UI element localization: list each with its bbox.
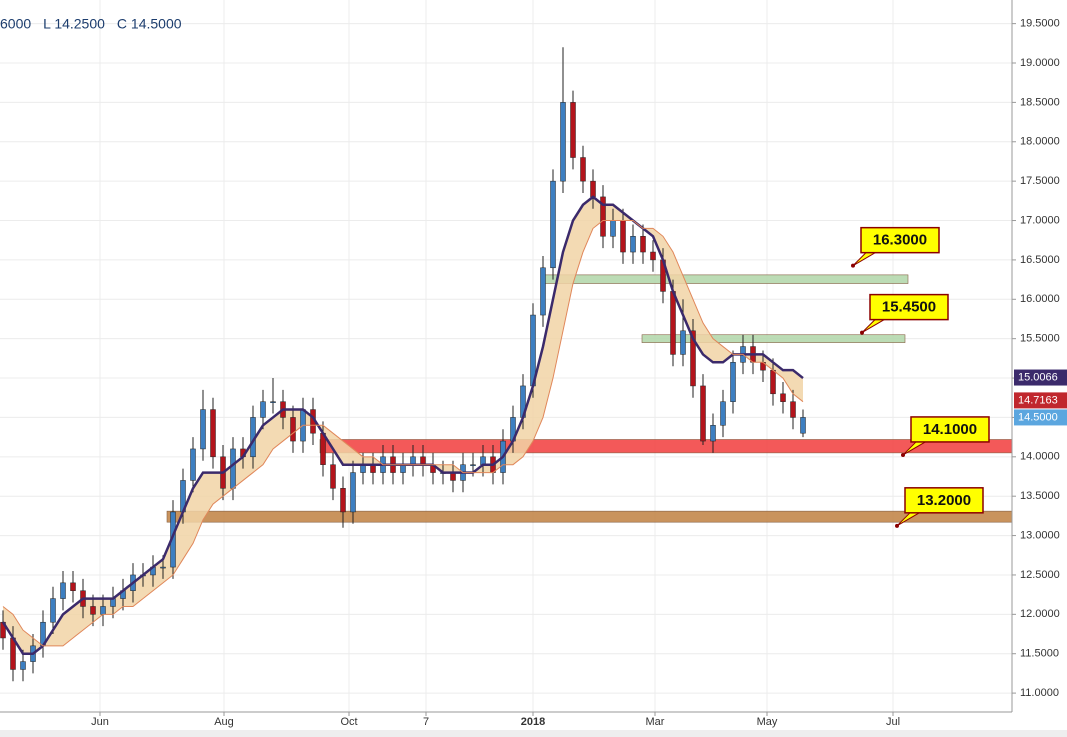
candle-body <box>210 409 216 458</box>
ma-line <box>2 220 804 647</box>
plot-area <box>0 47 1013 682</box>
y-tick-label: 11.0000 <box>1020 687 1059 699</box>
candle-body <box>640 236 646 253</box>
candle-body <box>70 582 76 591</box>
candle-body <box>790 401 796 418</box>
candle-body <box>100 606 106 615</box>
header-item: L 14.2500 <box>43 16 105 32</box>
x-tick-label: Mar <box>646 716 665 728</box>
price-tag <box>1014 409 1067 426</box>
y-tick-label: 19.5000 <box>1020 18 1060 30</box>
candle-body <box>730 362 736 402</box>
candle-body <box>470 464 476 466</box>
candle-body <box>670 291 676 355</box>
candle-body <box>90 606 96 615</box>
candle-body <box>610 220 616 237</box>
candle-body <box>50 598 56 623</box>
y-tick-label: 14.0000 <box>1020 451 1060 463</box>
grid <box>0 0 1012 712</box>
candle-body <box>200 409 206 450</box>
y-tick-label: 13.0000 <box>1020 529 1060 541</box>
candle-body <box>60 582 66 599</box>
candle-body <box>630 236 636 253</box>
level-zone <box>544 274 909 284</box>
callout-label: 15.4500 <box>882 299 936 316</box>
candle-body <box>680 330 686 355</box>
callout-anchor <box>851 263 855 268</box>
level-zone <box>641 334 906 343</box>
candle-body <box>330 464 336 489</box>
callout-label: 14.1000 <box>923 421 977 438</box>
candle-body <box>20 661 26 670</box>
candle-body <box>780 393 786 402</box>
candle-body <box>350 472 356 513</box>
candle-body <box>270 401 276 403</box>
y-tick-label: 17.5000 <box>1020 175 1060 187</box>
x-tick-label: May <box>757 716 778 728</box>
callout-box <box>869 293 949 321</box>
candle-body <box>540 267 546 316</box>
price-tag <box>1014 392 1067 409</box>
callout-box <box>904 487 984 514</box>
candle-body <box>650 251 656 261</box>
price-tag-label: 15.0066 <box>1018 371 1058 383</box>
x-tick-label: Jul <box>886 716 900 728</box>
candle-body <box>570 102 576 158</box>
y-tick-label: 18.5000 <box>1020 96 1060 108</box>
candle-body <box>690 330 696 387</box>
candle-body <box>600 196 606 237</box>
y-tick-label: 13.5000 <box>1020 490 1060 502</box>
candle-body <box>800 417 806 434</box>
price-tag-label: 14.5000 <box>1018 411 1058 423</box>
candle-body <box>620 220 626 253</box>
candle-body <box>230 448 236 489</box>
callout-anchor <box>860 330 864 335</box>
y-tick-label: 16.5000 <box>1020 254 1060 266</box>
y-tick-label: 17.0000 <box>1020 214 1060 226</box>
y-tick-label: 11.5000 <box>1020 648 1059 660</box>
candle-body <box>720 401 726 426</box>
level-zone <box>166 510 1013 523</box>
candle-body <box>160 566 166 569</box>
candle-body <box>550 180 556 269</box>
callout-label: 16.3000 <box>873 232 927 249</box>
y-tick-label: 12.5000 <box>1020 569 1060 581</box>
callout-anchor <box>901 452 905 457</box>
candle-body <box>290 417 296 442</box>
overlays: 16.3000 15.4500 14.1000 13.2000 6000 L 14.250… <box>0 16 990 528</box>
candle-body <box>710 425 716 442</box>
y-tick-label: 18.0000 <box>1020 136 1060 148</box>
x-tick-label: Jun <box>91 716 109 728</box>
candle-body <box>590 180 596 198</box>
candle-body <box>770 369 776 395</box>
scroll-strip <box>0 730 1067 737</box>
candle-body <box>190 448 196 481</box>
candle-body <box>700 385 706 442</box>
candle-body <box>260 401 266 418</box>
callout-box <box>910 416 990 443</box>
x-tick-label: 7 <box>423 716 429 728</box>
candle-body <box>580 157 586 182</box>
x-tick-label: 2018 <box>521 716 545 728</box>
y-tick-label: 15.5000 <box>1020 333 1060 345</box>
callout-box <box>860 226 940 254</box>
candle-body <box>560 102 566 182</box>
price-tag <box>1014 369 1067 386</box>
y-tick-label: 19.0000 <box>1020 57 1060 69</box>
header-item: C 14.5000 <box>117 16 182 32</box>
y-tick-label: 12.0000 <box>1020 608 1060 620</box>
x-tick-label: Aug <box>214 716 234 728</box>
price-tag-label: 14.7163 <box>1018 394 1058 406</box>
y-tick-label: 16.0000 <box>1020 293 1060 305</box>
callout-label: 13.2000 <box>917 492 971 509</box>
header-item: 6000 <box>0 16 31 32</box>
axes: 11.0000 11.5000 12.0000 12.5000 13.0000 13.50… <box>91 18 1067 728</box>
callout-anchor <box>895 523 899 528</box>
candle-body <box>340 488 346 513</box>
x-tick-label: Oct <box>340 716 357 728</box>
